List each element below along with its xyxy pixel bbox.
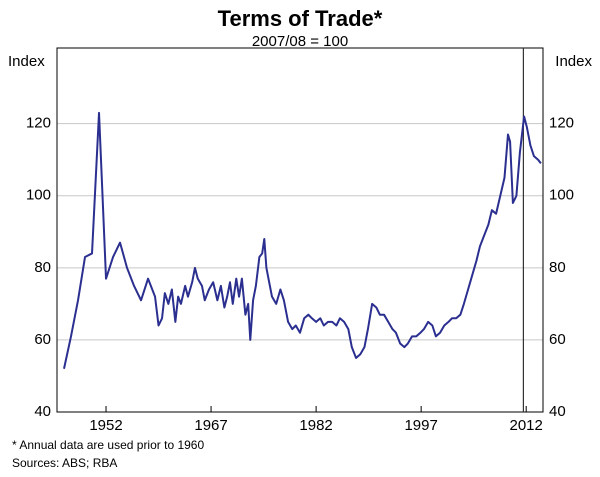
x-tick-label: 1997 — [404, 417, 437, 434]
plot-frame — [56, 47, 544, 413]
x-tick-label: 1952 — [89, 417, 122, 434]
x-tick-label: 2012 — [510, 417, 543, 434]
source-note: Sources: ABS; RBA — [12, 456, 117, 470]
y2-tick-label: 100 — [549, 187, 574, 204]
y-tick-label: 40 — [34, 403, 51, 420]
y-tick-label: 120 — [26, 115, 51, 132]
y2-axis-label: Index — [555, 53, 592, 70]
y-tick-label: 100 — [26, 187, 51, 204]
y2-tick-label: 120 — [549, 115, 574, 132]
y-axis-label: Index — [8, 53, 45, 70]
y2-tick-label: 80 — [549, 259, 566, 276]
y2-tick-label: 40 — [549, 403, 566, 420]
x-tick-label: 1967 — [194, 417, 227, 434]
data-line — [63, 111, 542, 369]
chart-subtitle: 2007/08 = 100 — [252, 33, 348, 50]
y-tick-label: 80 — [34, 259, 51, 276]
y-tick-label: 60 — [34, 331, 51, 348]
footnote: * Annual data are used prior to 1960 — [12, 438, 204, 452]
y2-tick-label: 60 — [549, 331, 566, 348]
chart-title: Terms of Trade* — [218, 6, 383, 31]
x-tick-label: 1982 — [299, 417, 332, 434]
